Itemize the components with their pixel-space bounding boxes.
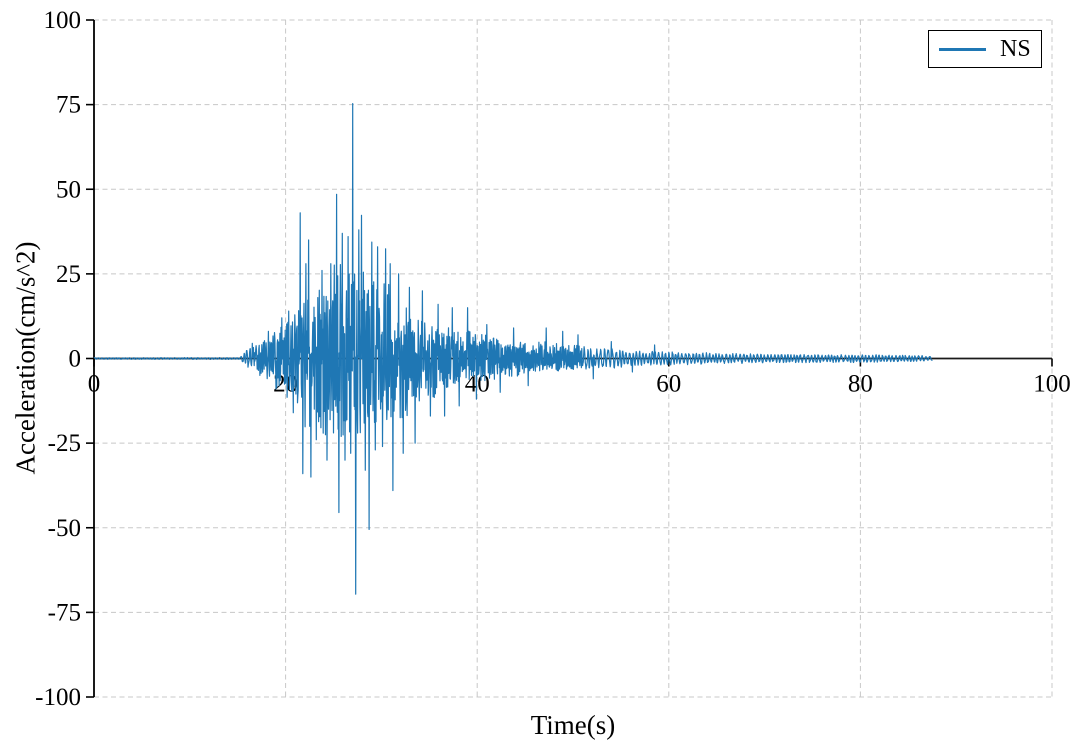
x-axis-title: Time(s) bbox=[530, 710, 616, 740]
y-tick-label: -100 bbox=[35, 684, 81, 711]
y-tick-label: -50 bbox=[48, 515, 81, 542]
x-tick-label: 100 bbox=[1033, 371, 1071, 398]
legend-line-swatch bbox=[939, 47, 986, 51]
legend-box: NS bbox=[928, 30, 1042, 68]
y-tick-label: 50 bbox=[56, 176, 81, 203]
y-tick-label: -75 bbox=[48, 599, 81, 626]
y-tick-label: 0 bbox=[69, 346, 82, 373]
y-tick-label: -25 bbox=[48, 430, 81, 457]
y-tick-label: 25 bbox=[56, 261, 81, 288]
legend-series-label: NS bbox=[1000, 35, 1031, 62]
y-tick-label: 75 bbox=[56, 92, 81, 119]
ns-waveform bbox=[93, 102, 933, 595]
y-axis-title: Acceleration(cm/s^2) bbox=[10, 241, 41, 475]
x-tick-label: 80 bbox=[848, 371, 873, 398]
x-tick-label: 60 bbox=[656, 371, 681, 398]
y-tick-label: 100 bbox=[44, 7, 82, 34]
